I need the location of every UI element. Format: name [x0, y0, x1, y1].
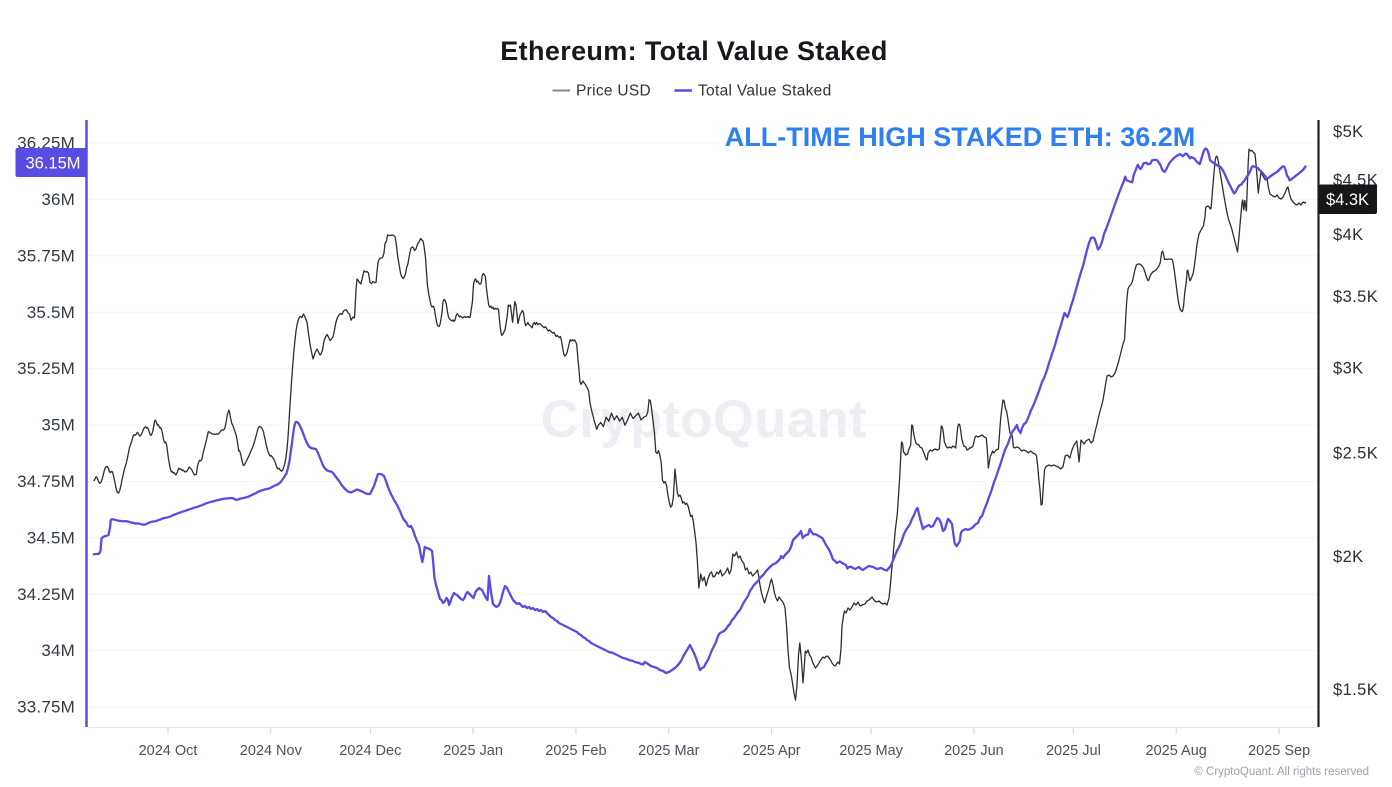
svg-text:2025 Jul: 2025 Jul	[1046, 743, 1101, 759]
svg-text:2025 Mar: 2025 Mar	[638, 743, 699, 759]
svg-text:Price USD: Price USD	[576, 83, 651, 100]
svg-text:36.15M: 36.15M	[25, 155, 80, 173]
svg-text:36M: 36M	[41, 190, 75, 209]
svg-text:35M: 35M	[41, 416, 75, 435]
svg-text:$4.3K: $4.3K	[1326, 191, 1369, 209]
svg-text:34.75M: 34.75M	[17, 472, 75, 491]
svg-text:Total Value Staked: Total Value Staked	[698, 83, 832, 100]
svg-text:2024 Nov: 2024 Nov	[240, 743, 303, 759]
svg-text:34.5M: 34.5M	[27, 528, 75, 547]
svg-text:2025 Aug: 2025 Aug	[1146, 743, 1207, 759]
svg-text:$4K: $4K	[1333, 226, 1364, 244]
svg-text:2025 Feb: 2025 Feb	[545, 743, 606, 759]
svg-text:$3K: $3K	[1333, 360, 1364, 378]
svg-text:$2K: $2K	[1333, 548, 1364, 566]
svg-text:Ethereum: Total Value Staked: Ethereum: Total Value Staked	[500, 36, 887, 66]
svg-text:33.75M: 33.75M	[17, 698, 75, 717]
svg-text:2025 Apr: 2025 Apr	[743, 743, 801, 759]
svg-text:ALL-TIME HIGH STAKED ETH: 36.2: ALL-TIME HIGH STAKED ETH: 36.2M	[725, 122, 1196, 152]
svg-text:2025 Sep: 2025 Sep	[1248, 743, 1310, 759]
svg-text:2024 Oct: 2024 Oct	[139, 743, 198, 759]
svg-text:2025 Jun: 2025 Jun	[944, 743, 1004, 759]
svg-text:35.25M: 35.25M	[17, 359, 75, 378]
svg-text:35.5M: 35.5M	[27, 303, 75, 322]
svg-text:34.25M: 34.25M	[17, 585, 75, 604]
svg-text:CryptoQuant: CryptoQuant	[541, 390, 867, 449]
svg-text:$3.5K: $3.5K	[1333, 288, 1378, 306]
svg-text:$2.5K: $2.5K	[1333, 444, 1378, 462]
svg-text:2025 May: 2025 May	[839, 743, 903, 759]
svg-text:34M: 34M	[41, 641, 75, 660]
svg-text:2025 Jan: 2025 Jan	[443, 743, 503, 759]
svg-text:© CryptoQuant. All rights rese: © CryptoQuant. All rights reserved	[1194, 766, 1369, 778]
svg-text:$1.5K: $1.5K	[1333, 681, 1378, 699]
svg-text:2024 Dec: 2024 Dec	[339, 743, 401, 759]
svg-text:$5K: $5K	[1333, 123, 1364, 141]
svg-text:36.25M: 36.25M	[17, 134, 75, 153]
svg-text:35.75M: 35.75M	[17, 246, 75, 265]
